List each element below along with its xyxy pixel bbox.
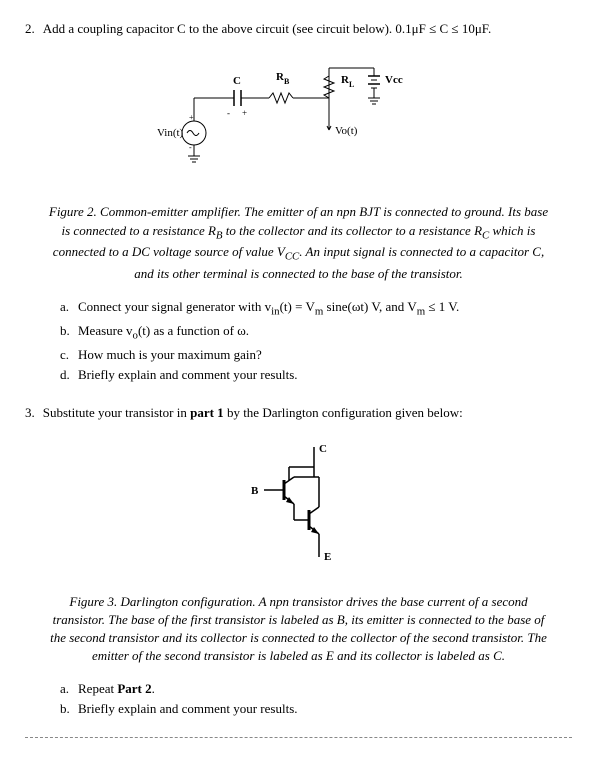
item-2a: a.Connect your signal generator with vin… xyxy=(60,298,572,320)
c-label: C xyxy=(233,75,241,87)
item-3b: b.Briefly explain and comment your resul… xyxy=(60,700,572,718)
figure-2-caption: Figure 2. Common-emitter amplifier. The … xyxy=(45,203,552,283)
problem-3-text: 3.Substitute your transistor in part 1 b… xyxy=(25,404,572,422)
svg-text:+: + xyxy=(242,108,247,118)
problem-2-num: 2. xyxy=(25,20,35,38)
figure-3-darlington: C B E xyxy=(25,442,572,577)
b-terminal: B xyxy=(251,485,259,497)
svg-text:-: - xyxy=(189,143,192,152)
vcc-label: Vcc xyxy=(385,74,403,86)
problem-3-subitems: a.Repeat Part 2. b.Briefly explain and c… xyxy=(60,680,572,718)
rl-sub: L xyxy=(349,80,354,89)
divider-line xyxy=(25,737,572,738)
figure-2-circuit: + - Vin(t) C - + R B R L xyxy=(25,58,572,183)
vot-label: Vo(t) xyxy=(335,125,358,137)
item-2c: c.How much is your maximum gain? xyxy=(60,346,572,364)
problem-2-subitems: a.Connect your signal generator with vin… xyxy=(60,298,572,384)
problem-2-body: Add a coupling capacitor C to the above … xyxy=(43,21,491,36)
item-2b: b.Measure vo(t) as a function of ω. xyxy=(60,322,572,344)
svg-text:+: + xyxy=(189,113,194,122)
problem-2-text: 2. Add a coupling capacitor C to the abov… xyxy=(25,20,572,38)
item-2d: d.Briefly explain and comment your resul… xyxy=(60,366,572,384)
e-terminal: E xyxy=(324,551,331,563)
rb-sub: B xyxy=(284,77,290,86)
figure-3-caption: Figure 3. Darlington configuration. A np… xyxy=(45,593,552,666)
problem-3-num: 3. xyxy=(25,404,35,422)
svg-text:-: - xyxy=(227,108,230,118)
vin-label: Vin(t) xyxy=(157,127,184,139)
item-3a: a.Repeat Part 2. xyxy=(60,680,572,698)
c-terminal: C xyxy=(319,443,327,455)
